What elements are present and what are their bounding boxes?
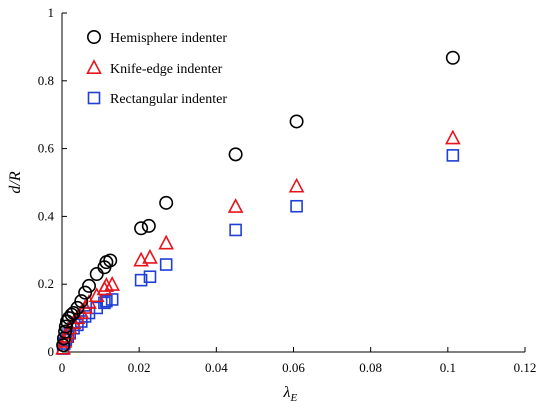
data-point xyxy=(289,114,304,129)
data-point xyxy=(229,223,242,237)
data-point xyxy=(143,270,157,284)
series-triangle xyxy=(55,129,461,355)
data-point xyxy=(290,199,303,213)
data-point xyxy=(227,198,244,213)
data-point xyxy=(445,129,461,145)
x-axis-label-main: λ xyxy=(283,384,291,401)
data-point xyxy=(104,276,120,291)
data-point xyxy=(134,221,149,236)
data-point xyxy=(82,278,97,293)
y-tick-label: 1 xyxy=(48,5,55,20)
data-point xyxy=(98,277,115,292)
data-point xyxy=(89,267,104,282)
y-tick-label: 0.8 xyxy=(38,73,54,88)
data-point xyxy=(446,149,460,162)
legend-item: Knife-edge indenter xyxy=(86,59,223,77)
y-tick-label: 0 xyxy=(48,344,55,359)
legend-label: Knife-edge indenter xyxy=(110,62,223,77)
y-tick-label: 0.4 xyxy=(38,208,55,223)
x-tick-label: 0.12 xyxy=(514,360,537,375)
series-square xyxy=(56,149,460,355)
data-point xyxy=(98,296,111,310)
x-axis-label: λE xyxy=(283,384,298,404)
x-tick-label: 0.08 xyxy=(359,360,382,375)
legend: Hemisphere indenter Knife-edge indenter Re… xyxy=(86,29,227,107)
data-point xyxy=(158,234,175,250)
legend-item: Hemisphere indenter xyxy=(87,29,227,46)
data-point xyxy=(58,324,73,339)
data-point xyxy=(445,50,460,65)
markers xyxy=(55,50,461,355)
y-ticks: 0 0.2 0.4 0.6 0.8 1 xyxy=(38,5,67,359)
data-point xyxy=(105,293,119,306)
data-point xyxy=(142,248,158,264)
y-axis-label: d/R xyxy=(7,171,24,193)
legend-marker-square-icon xyxy=(87,91,101,105)
series-circle xyxy=(56,50,460,353)
data-point xyxy=(56,338,71,353)
y-tick-label: 0.6 xyxy=(38,141,55,156)
x-axis-label-sub: E xyxy=(289,392,297,404)
data-point xyxy=(58,319,73,334)
data-point xyxy=(228,147,243,162)
legend-marker-triangle-icon xyxy=(86,59,102,74)
x-tick-label: 0.02 xyxy=(128,360,151,375)
data-point xyxy=(61,311,76,326)
legend-label: Hemisphere indenter xyxy=(110,31,227,46)
data-point xyxy=(103,253,118,268)
legend-item: Rectangular indenter xyxy=(87,91,227,107)
data-point xyxy=(134,273,148,287)
x-tick-label: 0.1 xyxy=(440,360,456,375)
legend-label: Rectangular indenter xyxy=(110,92,227,107)
data-point xyxy=(133,251,149,267)
data-point xyxy=(288,177,305,193)
data-point xyxy=(74,294,89,309)
data-point xyxy=(78,285,93,300)
data-point xyxy=(69,309,86,325)
data-point xyxy=(159,195,174,210)
data-point xyxy=(70,300,85,315)
data-point xyxy=(159,258,173,271)
x-tick-label: 0.04 xyxy=(205,360,228,375)
legend-marker-circle-icon xyxy=(87,29,102,44)
x-ticks: 0 0.02 0.04 0.06 0.08 0.1 0.12 xyxy=(59,347,537,375)
x-tick-label: 0.06 xyxy=(282,360,305,375)
y-tick-label: 0.2 xyxy=(38,276,54,291)
data-point xyxy=(141,218,156,233)
x-tick-label: 0 xyxy=(59,360,66,375)
